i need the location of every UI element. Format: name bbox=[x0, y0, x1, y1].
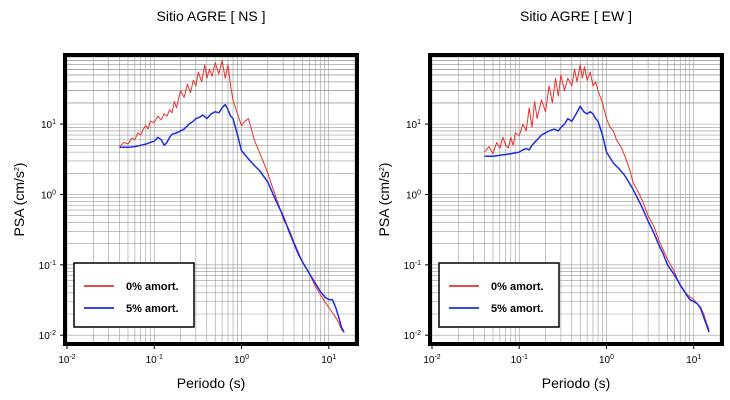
x-tick-label: 101 bbox=[686, 354, 701, 366]
y-tick-label: 100 bbox=[41, 189, 56, 201]
legend-box bbox=[438, 262, 560, 328]
legend-label: 5% amort. bbox=[126, 303, 179, 315]
y-tick-label: 101 bbox=[41, 119, 56, 131]
x-tick-label: 101 bbox=[321, 354, 336, 366]
series-line-amort-0 bbox=[484, 64, 710, 330]
legend: 0% amort. 5% amort. bbox=[73, 262, 195, 328]
x-axis-label: Periodo (s) bbox=[177, 375, 245, 391]
legend-label: 0% amort. bbox=[491, 281, 544, 293]
x-tick-label: 10-2 bbox=[58, 354, 75, 366]
y-tick-label: 10-2 bbox=[39, 330, 56, 342]
y-tick-label: 10-2 bbox=[404, 330, 421, 342]
x-tick-label: 100 bbox=[599, 354, 614, 366]
x-tick-label: 10-1 bbox=[511, 354, 528, 366]
x-axis-label: Periodo (s) bbox=[542, 375, 610, 391]
y-tick-label: 100 bbox=[406, 189, 421, 201]
legend-label: 5% amort. bbox=[491, 303, 544, 315]
series-line-amort-5 bbox=[119, 103, 345, 333]
chart-title: Sitio AGRE [ NS ] bbox=[157, 8, 266, 24]
plot-frame bbox=[63, 53, 359, 346]
x-tick-label: 10-2 bbox=[423, 354, 440, 366]
series-line-amort-0 bbox=[119, 60, 345, 333]
y-tick-label: 10-1 bbox=[404, 260, 421, 272]
chart-ew: Sitio AGRE [ EW ] 10-2 10-1 100 101 10-2 10-1 1… bbox=[376, 8, 724, 391]
x-tick-label: 10-1 bbox=[146, 354, 163, 366]
legend: 0% amort. 5% amort. bbox=[438, 262, 560, 328]
y-axis-label: PSA (cm/s2) bbox=[376, 163, 392, 237]
legend-box bbox=[73, 262, 195, 328]
series-line-amort-5 bbox=[484, 105, 710, 333]
y-tick-label: 101 bbox=[406, 119, 421, 131]
chart-title: Sitio AGRE [ EW ] bbox=[520, 8, 632, 24]
plot-frame bbox=[428, 53, 724, 346]
chart-ns: Sitio AGRE [ NS ] 10-2 10-1 100 101 10-2 10-1 1… bbox=[11, 8, 359, 391]
y-axis-label: PSA (cm/s2) bbox=[11, 163, 27, 237]
x-tick-label: 100 bbox=[234, 354, 249, 366]
y-tick-label: 10-1 bbox=[39, 260, 56, 272]
legend-label: 0% amort. bbox=[126, 281, 179, 293]
